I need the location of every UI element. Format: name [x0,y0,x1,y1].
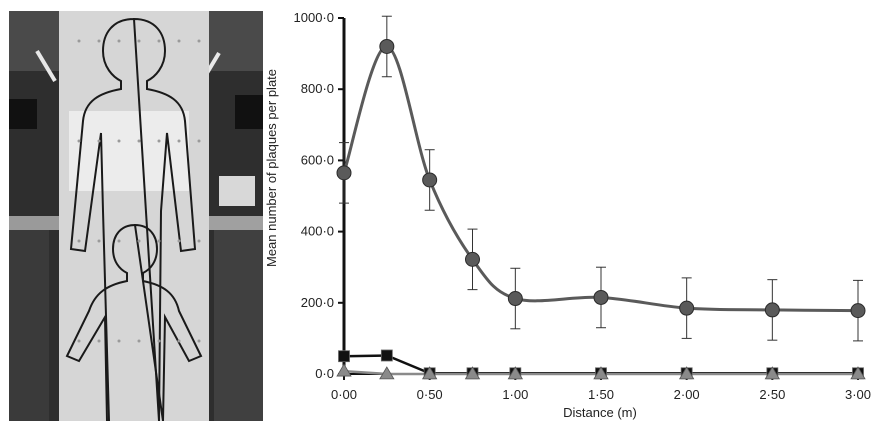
data-point-circle [593,289,609,305]
data-point-circle [850,303,866,319]
data-point-triangle [464,366,481,380]
data-point-triangle [336,363,352,377]
y-tick-label: 200·0 [301,295,334,310]
data-point-circle [507,291,523,307]
x-tick-label: 1·00 [502,387,528,402]
data-point-triangle [764,366,781,380]
data-point-square [338,350,350,363]
data-point-square [380,349,393,362]
x-tick-label: 0·00 [331,387,357,402]
error-bars [339,15,863,342]
chart-panel: 0·0 200·0 400·0 600·0 800·0 1000·0 0·00 0·50 1·0… [263,0,876,424]
data-point-triangle [507,366,524,380]
line-chart: 0·0 200·0 400·0 600·0 800·0 1000·0 0·00 0·50 1·0… [264,10,872,420]
data-point-circle [422,172,438,188]
data-point-circle [336,165,352,181]
data-point-circle [679,300,695,316]
data-point-triangle [678,366,695,380]
data-point-triangle [421,366,438,380]
y-axis-label: Mean number of plaques per plate [264,69,279,267]
data-point-circle [764,302,780,318]
x-tick-label: 0·50 [417,387,443,402]
data-point-triangle [379,366,395,380]
data-point-circle [379,38,395,54]
data-point-circle [465,251,480,267]
x-tick-label: 1·50 [588,387,614,402]
x-tick-label: 2·00 [674,387,700,402]
data-point-triangle [850,366,866,380]
x-tick-label: 3·00 [845,387,871,402]
y-tick-label: 400·0 [301,224,334,239]
lab-photo-image [9,11,263,422]
y-tick-label: 600·0 [301,152,334,167]
series-markers [336,38,866,380]
y-tick-label: 1000·0 [294,10,334,25]
x-axis-label: Distance (m) [563,405,637,420]
y-tick-label: 0·0 [315,366,334,381]
lab-photo [9,11,263,422]
axes: 0·0 200·0 400·0 600·0 800·0 1000·0 0·00 0·50 1·0… [294,10,872,402]
x-tick-label: 2·50 [759,387,785,402]
data-point-triangle [593,366,609,380]
y-tick-label: 800·0 [301,81,334,96]
